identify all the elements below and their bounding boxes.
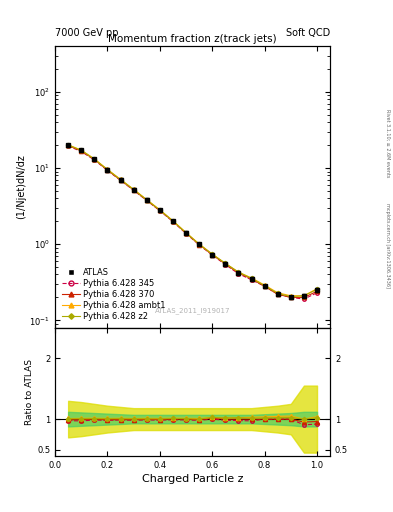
Y-axis label: (1/Njet)dN/dz: (1/Njet)dN/dz [17,155,27,219]
Legend: ATLAS, Pythia 6.428 345, Pythia 6.428 370, Pythia 6.428 ambt1, Pythia 6.428 z2: ATLAS, Pythia 6.428 345, Pythia 6.428 37… [59,265,168,324]
Text: Rivet 3.1.10; ≥ 2.6M events: Rivet 3.1.10; ≥ 2.6M events [385,109,390,178]
Text: mcplots.cern.ch [arXiv:1306.3436]: mcplots.cern.ch [arXiv:1306.3436] [385,203,390,288]
Text: 7000 GeV pp: 7000 GeV pp [55,28,119,38]
Y-axis label: Ratio to ATLAS: Ratio to ATLAS [25,359,34,424]
Text: ATLAS_2011_I919017: ATLAS_2011_I919017 [155,307,230,313]
X-axis label: Charged Particle z: Charged Particle z [142,474,243,484]
Title: Momentum fraction z(track jets): Momentum fraction z(track jets) [108,34,277,44]
Text: Soft QCD: Soft QCD [286,28,330,38]
